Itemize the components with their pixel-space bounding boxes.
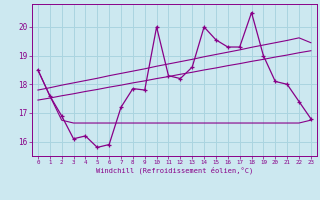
X-axis label: Windchill (Refroidissement éolien,°C): Windchill (Refroidissement éolien,°C) xyxy=(96,167,253,174)
